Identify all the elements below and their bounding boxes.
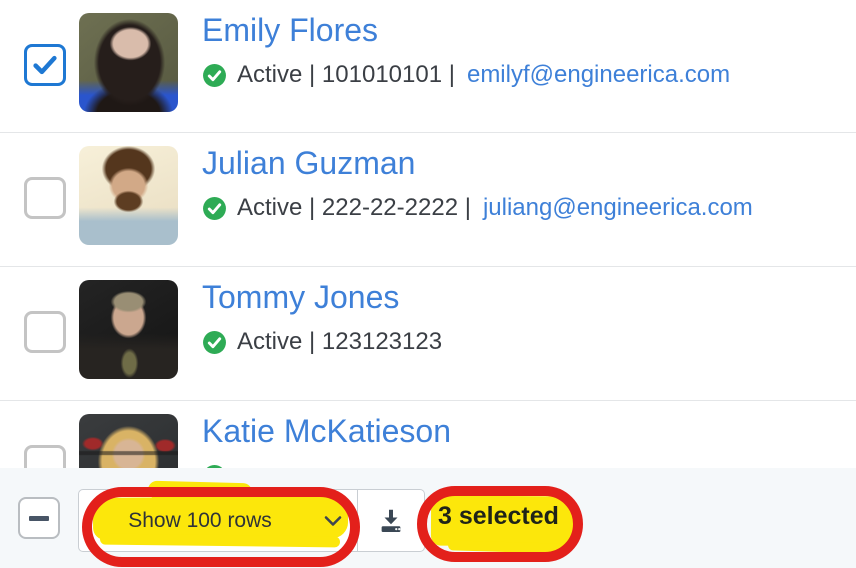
email-link[interactable]: emilyf@engineerica.com: [466, 61, 731, 88]
user-name-link[interactable]: Emily Flores: [202, 12, 379, 48]
user-row: Emily Flores Active | 101010101 | emilyf…: [0, 0, 856, 132]
bottom-toolbar: Show 100 rows 3 selected: [0, 468, 856, 568]
status-text: Active | 123123123: [237, 328, 443, 355]
avatar: [79, 13, 178, 112]
annotation-ring: [417, 486, 583, 562]
avatar: [79, 146, 178, 245]
row-checkbox[interactable]: [24, 177, 66, 219]
status-line: Active | 101010101 | emilyf@engineerica.…: [202, 61, 730, 89]
download-icon: [381, 509, 401, 532]
minus-icon: [29, 515, 49, 521]
user-name-link[interactable]: Tommy Jones: [202, 279, 400, 315]
avatar: [79, 280, 178, 379]
user-row: Julian Guzman Active | 222-22-2222 | jul…: [0, 132, 856, 267]
user-row: Tommy Jones Active | 123123123: [0, 266, 856, 401]
annotation-ring: [82, 487, 360, 567]
download-button[interactable]: [358, 489, 425, 552]
status-text: Active | 101010101 |: [237, 61, 455, 88]
email-link[interactable]: juliang@engineerica.com: [482, 194, 753, 221]
status-active-icon: [203, 63, 226, 87]
selected-count-badge: 3 selected: [438, 502, 559, 530]
status-text: Active | 222-22-2222 |: [237, 194, 471, 221]
user-name-link[interactable]: Katie McKatieson: [202, 413, 452, 449]
rows-per-page-value: Show 100 rows: [128, 508, 272, 532]
status-line: Active | 222-22-2222 | juliang@engineeri…: [202, 194, 753, 222]
row-checkbox[interactable]: [24, 311, 66, 353]
status-active-icon: [203, 196, 226, 220]
select-all-checkbox[interactable]: [18, 497, 60, 539]
check-icon: [33, 55, 57, 75]
user-name-link[interactable]: Julian Guzman: [202, 145, 416, 181]
row-checkbox[interactable]: [24, 44, 66, 86]
status-line: Active | 123123123: [202, 328, 454, 356]
status-active-icon: [203, 330, 226, 354]
